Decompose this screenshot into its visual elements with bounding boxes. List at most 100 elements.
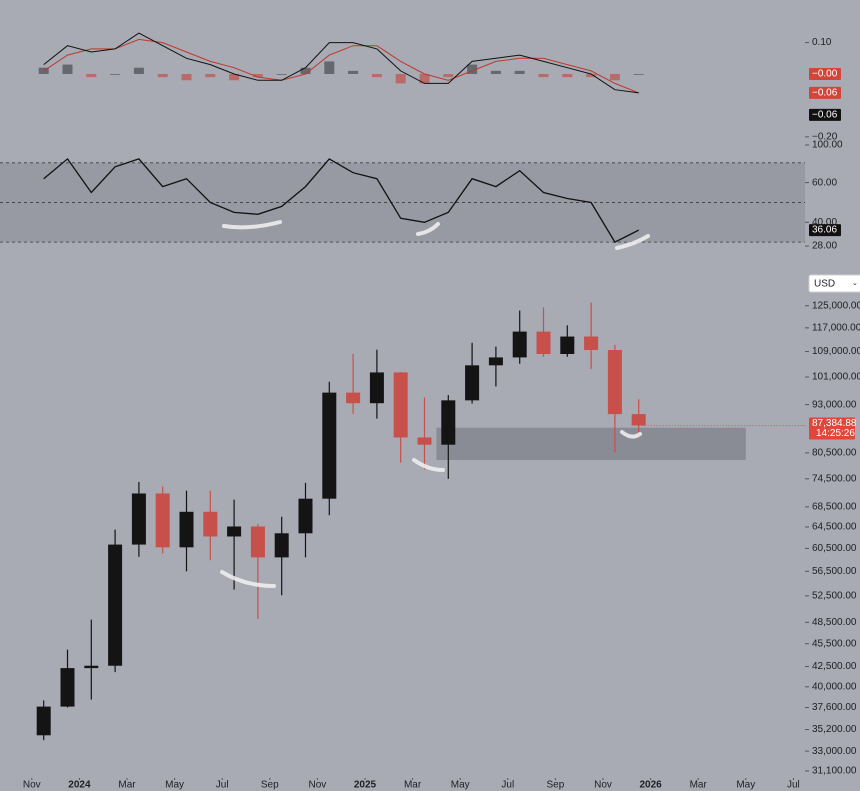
y-tick-label: 31,100.00 xyxy=(812,766,857,777)
histogram-bar xyxy=(62,64,73,74)
candle-body xyxy=(346,392,361,404)
candle-body xyxy=(393,372,408,438)
currency-label[interactable]: USD xyxy=(814,279,835,290)
histogram-bar xyxy=(490,70,501,74)
histogram-bar xyxy=(514,70,525,74)
last-value-label-box xyxy=(809,108,841,121)
price-highlight xyxy=(620,430,642,439)
x-tick-label: May xyxy=(451,780,470,791)
histogram-bar xyxy=(419,74,430,84)
candle-body xyxy=(441,400,456,445)
candle-body xyxy=(322,392,337,499)
y-tick-label: −0.20 xyxy=(812,131,838,142)
y-tick-label: 52,500.00 xyxy=(812,590,857,601)
y-tick-label: 33,000.00 xyxy=(812,746,857,757)
x-tick-label: Jul xyxy=(216,780,229,791)
y-tick-label: 64,500.00 xyxy=(812,522,857,533)
y-tick-label: 125,000.00 xyxy=(812,300,860,311)
x-tick-label: Jul xyxy=(501,780,514,791)
y-tick-label: 60.00 xyxy=(812,177,837,188)
x-tick-label: Jul xyxy=(787,780,800,791)
histogram-bar xyxy=(633,74,644,75)
y-tick-label: 56,500.00 xyxy=(812,566,857,577)
histogram-bar xyxy=(443,74,454,78)
last-value-label: 36.06 xyxy=(812,225,837,236)
y-tick-label: 60,500.00 xyxy=(812,543,857,554)
highlights xyxy=(220,220,650,588)
y-tick-label: 35,200.00 xyxy=(812,724,857,735)
histogram-bar xyxy=(371,74,382,78)
macd-line xyxy=(43,32,639,94)
histogram-bar xyxy=(538,74,549,78)
rsi-highlight xyxy=(615,234,650,250)
countdown-label: 14:25:26 xyxy=(816,428,855,439)
candle-body xyxy=(607,350,622,415)
candle-body xyxy=(227,526,242,537)
x-tick-label: Sep xyxy=(261,780,279,791)
x-tick-label: 2026 xyxy=(639,780,662,791)
histogram-bar xyxy=(348,70,359,74)
candle-body xyxy=(417,437,432,445)
last-value-label-box xyxy=(809,86,841,99)
y-tick-label: 42,500.00 xyxy=(812,661,857,672)
y-tick-label: 100.00 xyxy=(812,140,843,151)
y-tick-label: 45,500.00 xyxy=(812,638,857,649)
y-tick-label: 80,500.00 xyxy=(812,448,857,459)
histogram-bar xyxy=(276,74,287,75)
candle-body xyxy=(250,526,265,558)
y-tick-label: 28.00 xyxy=(812,241,837,252)
support-zone xyxy=(436,427,746,461)
histogram-bar xyxy=(86,74,97,78)
caret: ⌄ xyxy=(852,280,858,287)
y-tick-label: 117,000.00 xyxy=(812,322,860,333)
last-value-label-box xyxy=(809,68,841,80)
candle-body xyxy=(369,372,384,404)
price-highlight xyxy=(220,570,276,588)
candle-body xyxy=(36,706,51,736)
histogram-bar xyxy=(181,74,192,81)
candle-body xyxy=(536,331,551,355)
y-tick-label: 74,500.00 xyxy=(812,473,857,484)
x-tick-label: Nov xyxy=(594,780,612,791)
histogram-bar xyxy=(300,67,311,74)
candle-body xyxy=(465,365,480,401)
histogram-bar xyxy=(229,74,240,81)
x-tick-label: 2025 xyxy=(354,780,377,791)
candle-body xyxy=(488,357,503,366)
last-value-label: −0.06 xyxy=(812,109,838,120)
currency-select[interactable]: USD ⌄ xyxy=(808,274,860,293)
x-tick-label: Nov xyxy=(23,780,41,791)
last-price-box xyxy=(809,417,855,440)
x-tick-label: Nov xyxy=(309,780,327,791)
histogram-bar xyxy=(157,74,168,78)
histogram-bar xyxy=(395,74,406,84)
x-tick-label: Mar xyxy=(690,780,708,791)
currency-box[interactable] xyxy=(808,274,860,293)
y-tick-label: 109,000.00 xyxy=(812,346,860,357)
histogram-bar xyxy=(609,74,620,81)
candle-body xyxy=(179,511,194,548)
last-value-label: −0.06 xyxy=(812,87,838,98)
x-tick-label: May xyxy=(165,780,184,791)
candle-body xyxy=(203,511,218,537)
candle-body xyxy=(155,493,170,548)
y-tick-label: 0.10 xyxy=(812,37,832,48)
histogram-bar xyxy=(110,74,121,75)
rsi-highlight xyxy=(222,220,282,230)
last-value-label-box xyxy=(809,224,841,237)
y-tick-label: 101,000.00 xyxy=(812,372,860,383)
histogram-bar xyxy=(324,61,335,74)
histogram-bar xyxy=(205,74,216,78)
candle-body xyxy=(631,414,646,426)
x-tick-label: Mar xyxy=(118,780,136,791)
y-tick-label: 40,000.00 xyxy=(812,681,857,692)
rsi-highlight xyxy=(416,222,440,236)
candle-body xyxy=(298,498,313,534)
x-tick-label: Mar xyxy=(404,780,422,791)
candle-body xyxy=(584,336,599,351)
candle-body xyxy=(108,544,123,666)
histogram-bar xyxy=(133,67,144,74)
x-tick-label: Sep xyxy=(547,780,565,791)
